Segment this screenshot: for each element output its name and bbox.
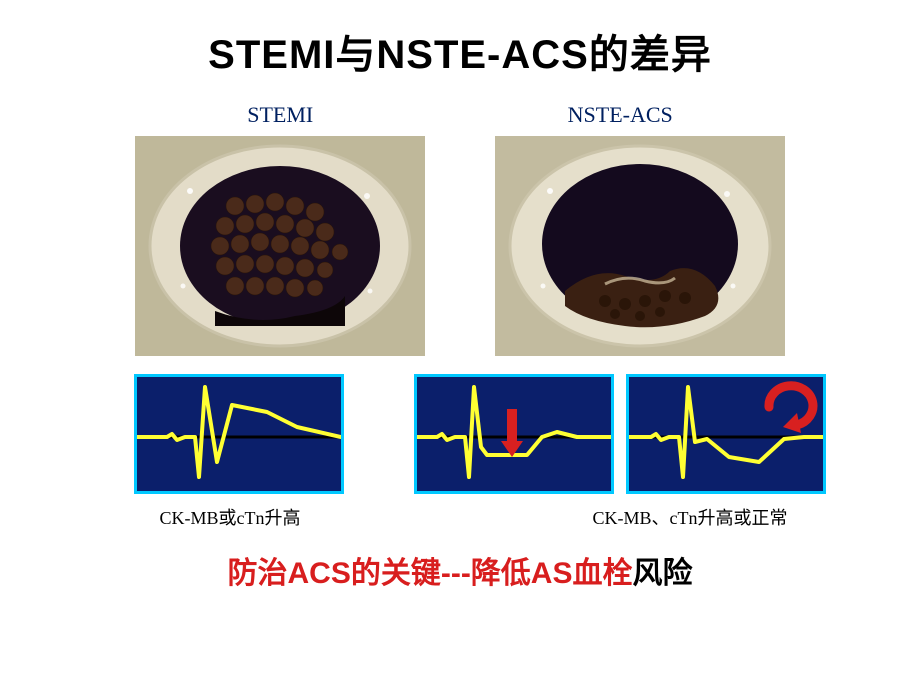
curved-arrow-icon [769,386,813,433]
column-labels-row: STEMI NSTE-ACS [0,102,920,128]
stemi-label: STEMI [247,102,313,128]
down-arrow-icon [501,409,523,457]
nste-acs-label: NSTE-ACS [568,102,673,128]
footer-key-message: 防治ACS的关键---降低AS血栓风险 [0,548,920,592]
ecg-row [0,374,920,494]
stemi-artery-photo [135,136,425,356]
footer-red-text: 防治ACS的关键---降低AS血栓 [228,557,633,590]
ecg-st-depression [414,374,614,494]
nste-acs-artery-photo [495,136,785,356]
slide-title: STEMI与NSTE-ACS的差异 [0,0,920,80]
caption-nste-biomarkers: CK-MB、cTn升高或正常 [460,504,920,530]
ecg-nste-wrap [414,374,826,494]
ecg-t-inversion [626,374,826,494]
ecg-captions-row: CK-MB或cTn升高 CK-MB、cTn升高或正常 [0,504,920,530]
footer-black-text: 风险 [633,557,693,590]
ecg-stemi-wrap [94,374,384,494]
ecg-stemi [134,374,344,494]
caption-stemi-biomarkers: CK-MB或cTn升高 [0,504,460,530]
artery-photos-row [0,136,920,356]
